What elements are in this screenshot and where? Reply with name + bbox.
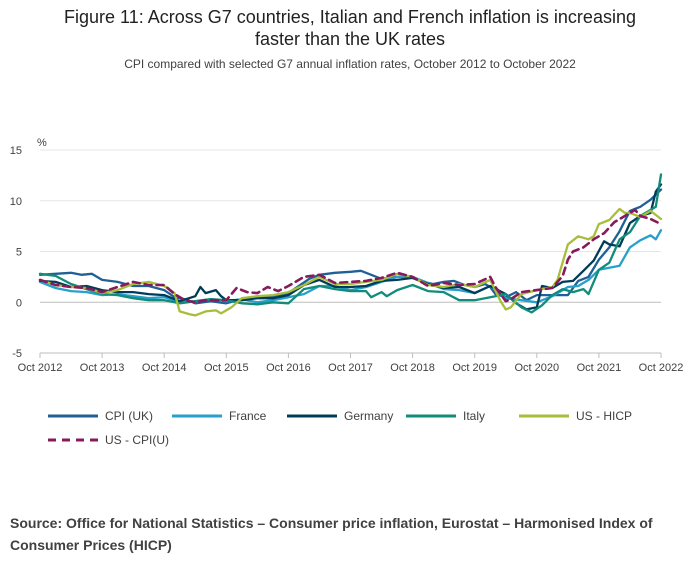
legend: CPI (UK) France Germany Italy US - HICP US - …	[48, 409, 632, 447]
chart-title-line-1: Figure 11: Across G7 countries, Italian …	[64, 7, 636, 27]
series-line-us-cpi-u	[38, 208, 663, 304]
legend-item-us-cpi-u: US - CPI(U)	[48, 433, 169, 447]
x-tick-label: Oct 2012	[18, 362, 63, 374]
x-tick-label: Oct 2014	[142, 362, 187, 374]
legend-item-france: France	[172, 409, 267, 423]
chart-title-line-2: faster than the UK rates	[254, 29, 446, 49]
x-tick-label: Oct 2021	[577, 362, 622, 374]
legend-label: Germany	[344, 409, 393, 423]
legend-item-cpi-uk: CPI (UK)	[48, 409, 153, 423]
series-line-italy	[38, 173, 663, 314]
legend-item-germany: Germany	[287, 409, 393, 423]
y-tick-label: 0	[16, 297, 22, 309]
legend-item-italy: Italy	[406, 409, 485, 423]
legend-item-us-hicp: US - HICP	[519, 409, 632, 423]
y-tick-label: 10	[10, 196, 22, 208]
x-tick-label: Oct 2019	[452, 362, 497, 374]
legend-label: US - CPI(U)	[105, 433, 169, 447]
x-tick-label: Oct 2020	[514, 362, 559, 374]
x-tick-label: Oct 2013	[80, 362, 125, 374]
legend-label: Italy	[463, 409, 485, 423]
y-axis-label: %	[37, 137, 47, 149]
x-tick-label: Oct 2016	[266, 362, 311, 374]
x-tick-label: Oct 2022	[639, 362, 684, 374]
axes: -5 0 5 10 15% Oct 2012 Oct 2013 Oct 2014 Oct 201…	[10, 137, 684, 374]
y-tick-label: 15	[10, 145, 22, 157]
line-chart: -5 0 5 10 15% Oct 2012 Oct 2013 Oct 2014 Oct 201…	[10, 137, 684, 447]
source-note: Source: Office for National Statistics –…	[10, 515, 653, 553]
x-tick-label: Oct 2015	[204, 362, 249, 374]
x-tick-label: Oct 2018	[390, 362, 435, 374]
legend-label: CPI (UK)	[105, 409, 153, 423]
x-tick-label: Oct 2017	[328, 362, 373, 374]
legend-label: US - HICP	[576, 409, 632, 423]
y-tick-label: -5	[12, 348, 22, 360]
chart-subtitle: CPI compared with selected G7 annual inf…	[124, 57, 576, 71]
gridlines	[40, 149, 661, 354]
legend-label: France	[229, 409, 267, 423]
series-lines	[38, 173, 663, 317]
y-tick-label: 5	[16, 247, 22, 259]
chart-title: Figure 11: Across G7 countries, Italian …	[0, 6, 700, 50]
